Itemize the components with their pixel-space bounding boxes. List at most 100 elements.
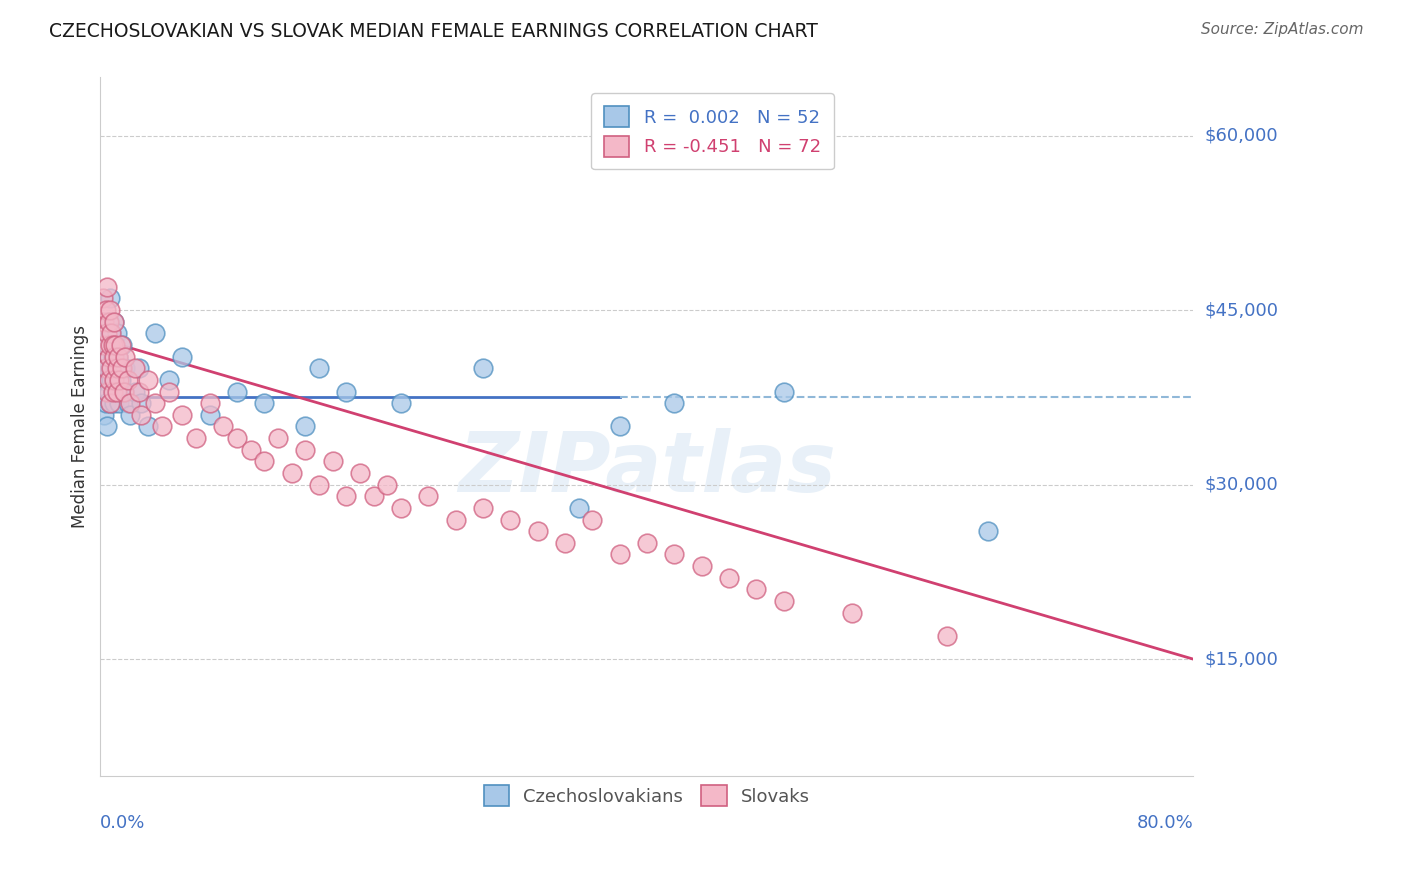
Point [103,396,125,410]
Point [636,536,658,550]
Point [96,326,118,341]
Point [977,524,1000,539]
Point [226,384,249,399]
Point [104,338,127,352]
Point [103,350,125,364]
Legend: Czechoslovakians, Slovaks: Czechoslovakians, Slovaks [475,776,820,815]
Point [103,373,125,387]
Point [112,384,135,399]
Point [936,629,959,643]
Point [114,361,136,376]
Point [280,466,302,480]
Point [471,361,494,376]
Point [717,571,740,585]
Point [198,396,221,410]
Point [444,512,467,526]
Point [104,361,127,376]
Point [841,606,863,620]
Text: 0.0%: 0.0% [100,814,146,832]
Point [98,361,121,376]
Point [108,373,131,387]
Point [128,384,150,399]
Point [110,373,132,387]
Point [100,373,122,387]
Point [94,361,117,376]
Point [609,548,631,562]
Point [335,384,357,399]
Point [664,396,686,410]
Point [136,373,159,387]
Point [93,408,115,422]
Text: CZECHOSLOVAKIAN VS SLOVAK MEDIAN FEMALE EARNINGS CORRELATION CHART: CZECHOSLOVAKIAN VS SLOVAK MEDIAN FEMALE … [49,22,818,41]
Point [567,500,589,515]
Point [97,350,120,364]
Point [226,431,249,445]
Point [97,373,120,387]
Point [335,489,357,503]
Point [212,419,235,434]
Point [131,396,153,410]
Point [157,384,180,399]
Point [103,315,125,329]
Point [93,315,115,329]
Text: 80.0%: 80.0% [1136,814,1194,832]
Point [554,536,576,550]
Point [609,419,631,434]
Point [239,442,262,457]
Point [117,373,139,387]
Point [111,361,134,376]
Point [105,384,128,399]
Point [94,396,117,410]
Point [91,292,114,306]
Point [101,338,124,352]
Point [91,373,114,387]
Point [100,326,122,341]
Point [124,384,146,399]
Point [96,280,118,294]
Point [105,361,128,376]
Point [308,361,330,376]
Point [97,350,120,364]
Point [107,350,129,364]
Point [745,582,768,597]
Point [103,315,125,329]
Point [349,466,371,480]
Point [98,303,121,318]
Point [389,500,412,515]
Point [690,559,713,574]
Point [117,396,139,410]
Text: ZIPatlas: ZIPatlas [458,428,835,508]
Point [111,338,134,352]
Point [143,396,166,410]
Point [664,548,686,562]
Point [198,408,221,422]
Point [172,350,194,364]
Text: $45,000: $45,000 [1205,301,1278,319]
Text: Source: ZipAtlas.com: Source: ZipAtlas.com [1201,22,1364,37]
Point [96,373,118,387]
Point [471,500,494,515]
Point [97,384,120,399]
Point [112,384,135,399]
Point [97,315,120,329]
Point [97,315,120,329]
Point [253,396,276,410]
Point [772,384,794,399]
Point [267,431,290,445]
Point [294,442,316,457]
Point [772,594,794,608]
Point [98,396,121,410]
Point [96,419,118,434]
Point [105,384,128,399]
Point [100,326,122,341]
Point [322,454,344,468]
Point [184,431,207,445]
Point [101,384,124,399]
Point [157,373,180,387]
Point [389,396,412,410]
Point [98,396,121,410]
Point [294,419,316,434]
Point [93,338,115,352]
Point [150,419,173,434]
Point [100,361,122,376]
